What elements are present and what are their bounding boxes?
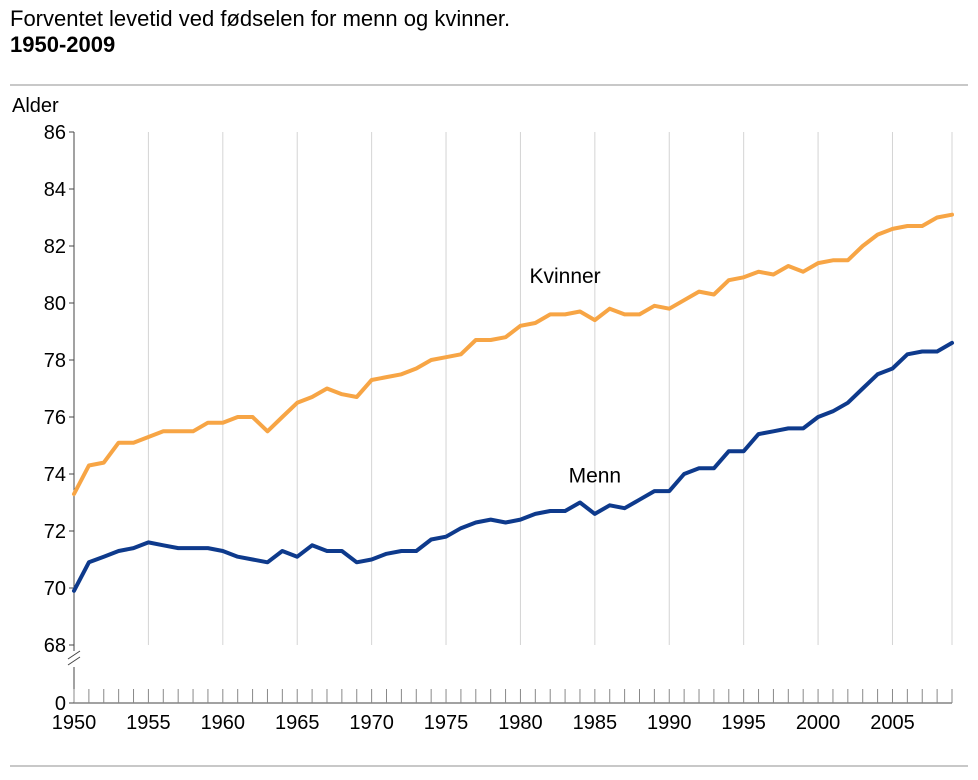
bottom-divider (10, 765, 968, 767)
chart-title: Forventet levetid ved fødselen for menn … (10, 6, 510, 58)
series-label-kvinner: Kvinner (529, 265, 600, 288)
chart-title-line-2: 1950-2009 (10, 32, 116, 57)
x-tick-label: 1960 (201, 712, 246, 734)
y-tick-label: 70 (44, 578, 66, 600)
y-axis-label: Alder (12, 95, 59, 117)
y-tick-label: 80 (44, 293, 66, 315)
x-tick-label: 1965 (275, 712, 320, 734)
y-tick-label: 82 (44, 236, 66, 258)
y-tick-label: 76 (44, 407, 66, 429)
x-tick-label: 1985 (573, 712, 618, 734)
chart-title-line-1: Forventet levetid ved fødselen for menn … (10, 6, 511, 31)
x-tick-label: 1980 (498, 712, 543, 734)
x-tick-label: 1970 (349, 712, 394, 734)
x-tick-label: 2000 (796, 712, 841, 734)
y-tick-label: 74 (44, 464, 66, 486)
y-tick-label: 72 (44, 521, 66, 543)
series-line-menn (72, 340, 954, 593)
y-tick-label: 0 (55, 693, 66, 715)
x-tick-label: 1950 (52, 712, 97, 734)
series-line-kvinner (72, 212, 954, 496)
axis-break-mark (67, 656, 81, 666)
x-tick-label: 1995 (721, 712, 766, 734)
y-tick-label: 68 (44, 635, 66, 657)
series-label-menn: Menn (569, 465, 622, 488)
x-tick-label: 2005 (870, 712, 915, 734)
y-tick-label: 84 (44, 179, 66, 201)
axis-break-mark (67, 650, 81, 660)
y-tick-label: 86 (44, 122, 66, 144)
y-tick-label: 78 (44, 350, 66, 372)
x-tick-label: 1975 (424, 712, 469, 734)
x-tick-label: 1990 (647, 712, 692, 734)
x-tick-label: 1955 (126, 712, 171, 734)
top-divider (10, 84, 968, 86)
